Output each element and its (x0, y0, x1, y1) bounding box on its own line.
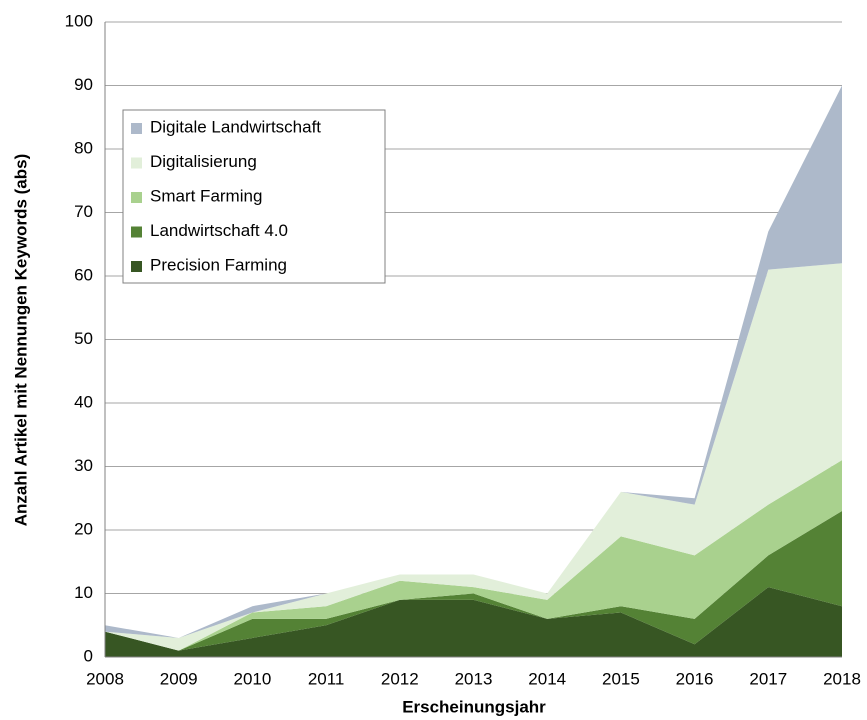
x-tick-label: 2012 (381, 669, 419, 688)
legend-label: Smart Farming (150, 186, 262, 205)
areas (105, 85, 842, 657)
y-tick-label: 30 (74, 456, 93, 475)
legend-label: Landwirtschaft 4.0 (150, 221, 288, 240)
x-tick-label: 2011 (308, 669, 345, 688)
area (105, 263, 842, 651)
y-tick-label: 10 (74, 583, 93, 602)
area (105, 510, 842, 651)
legend-box (122, 109, 386, 284)
y-axis-title: Anzahl Artikel mit Nennungen Keywords (a… (11, 154, 30, 526)
y-tick-label: 50 (74, 329, 93, 348)
y-tick-label: 90 (74, 75, 93, 94)
x-tick-label: 2016 (676, 669, 714, 688)
legend-label: Precision Farming (150, 255, 287, 274)
y-tick-label: 0 (84, 646, 93, 665)
y-tick-label: 40 (74, 392, 93, 411)
y-tick-label: 20 (74, 519, 93, 538)
legend-swatch (131, 192, 142, 203)
legend-swatch (131, 123, 142, 134)
y-tick-label: 60 (74, 265, 93, 284)
area (105, 587, 842, 657)
x-tick-label: 2008 (86, 669, 124, 688)
y-tick-label: 100 (65, 11, 93, 30)
legend-swatch (131, 157, 142, 169)
y-tick-label: 80 (74, 138, 93, 157)
legend-label: Digitalisierung (150, 152, 257, 171)
x-tick-label: 2014 (528, 669, 566, 688)
area (105, 460, 842, 651)
legend-swatch (131, 226, 142, 238)
x-tick-label: 2009 (160, 669, 198, 688)
y-tick-label: 70 (74, 202, 93, 221)
legend-label: Digitale Landwirtschaft (150, 117, 321, 136)
x-tick-label: 2018 (823, 669, 861, 688)
x-tick-label: 2010 (233, 669, 271, 688)
x-tick-label: 2017 (749, 669, 787, 688)
x-tick-label: 2015 (602, 669, 640, 688)
x-axis-title: Erscheinungsjahr (402, 697, 546, 716)
x-tick-label: 2013 (455, 669, 493, 688)
legend-swatch (131, 261, 142, 272)
